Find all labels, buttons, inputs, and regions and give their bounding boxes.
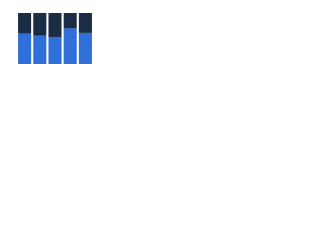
bar-segment xyxy=(63,13,77,29)
bar-segment xyxy=(33,13,47,36)
chart xyxy=(0,0,100,71)
bar-segment xyxy=(48,36,62,64)
bar-segment xyxy=(33,35,47,64)
bar-segment xyxy=(63,28,77,64)
bar-segment xyxy=(18,13,32,34)
bar-segment xyxy=(48,13,62,37)
bar-segment xyxy=(78,13,92,33)
bar-segment xyxy=(78,32,92,64)
bar-segment xyxy=(18,33,32,64)
